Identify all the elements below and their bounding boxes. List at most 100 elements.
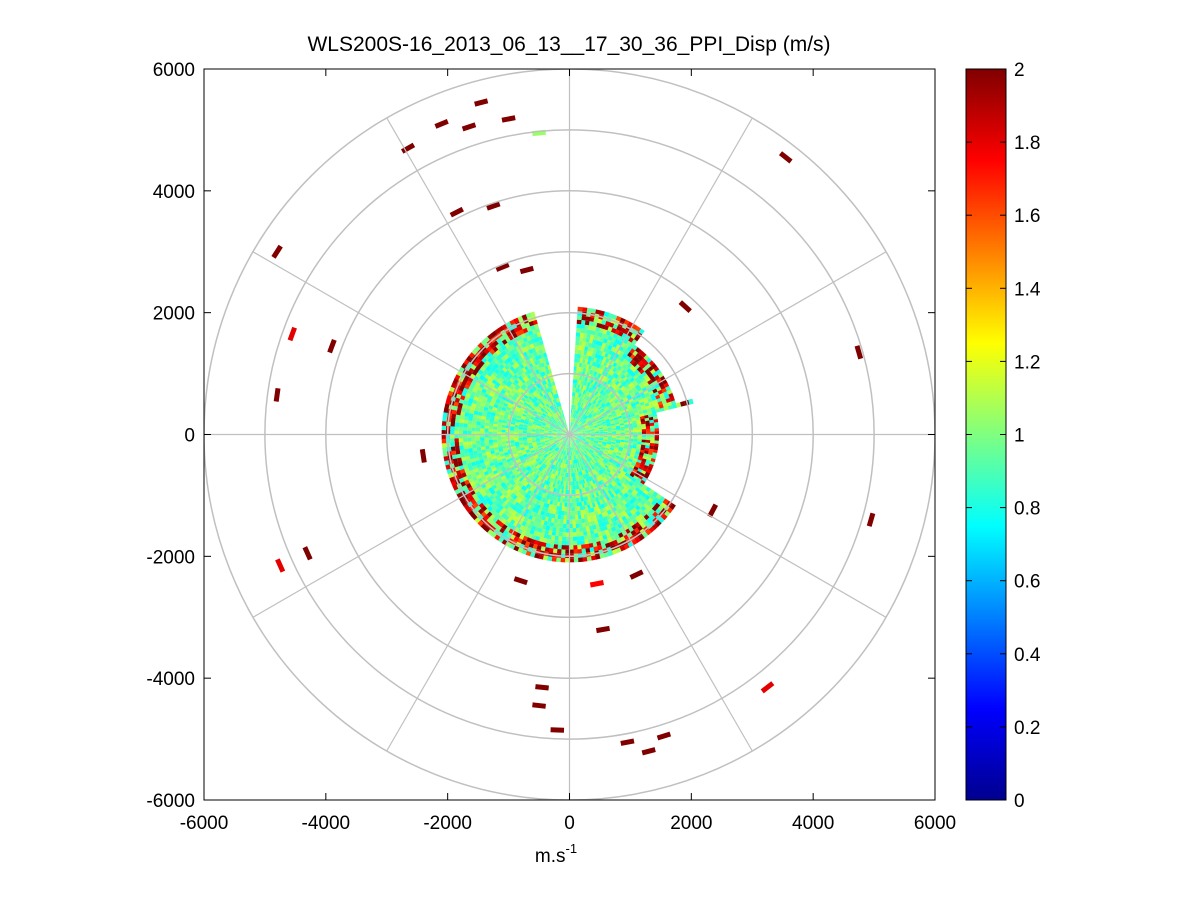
scan-cell [488, 494, 495, 501]
scan-cell [626, 476, 632, 482]
scan-cell [576, 532, 581, 537]
scan-cell [539, 392, 544, 397]
scan-cell [592, 469, 596, 475]
scan-cell [553, 445, 558, 450]
scan-cell [561, 545, 567, 550]
scan-cell [535, 438, 541, 441]
scan-cell [556, 432, 562, 434]
scan-cell [619, 456, 625, 461]
scan-cell [586, 486, 591, 492]
scan-cell [498, 479, 505, 485]
scan-cell [563, 450, 566, 456]
scan-cell [620, 400, 625, 405]
scan-cell [578, 453, 582, 458]
scan-cell [577, 406, 580, 411]
scan-cell [550, 411, 554, 415]
scan-cell [501, 367, 508, 373]
scan-cell [577, 431, 583, 433]
scan-cell [630, 479, 636, 485]
scan-cell [536, 399, 541, 404]
scan-cell [559, 489, 563, 494]
colorbar-tick-label: 1.8 [1014, 133, 1040, 154]
y-tick-label: -4000 [146, 669, 195, 690]
scan-cell [522, 377, 528, 383]
scan-cell [518, 429, 523, 432]
scan-cell [600, 365, 606, 371]
scan-cell [516, 360, 522, 366]
scan-cell [596, 446, 601, 450]
scan-cell [565, 472, 567, 478]
scan-cell [541, 469, 546, 474]
scan-cell [481, 415, 487, 421]
scan-cell [535, 383, 541, 389]
scan-cell [641, 431, 647, 435]
scan-cell [620, 437, 625, 441]
scan-cell [565, 446, 567, 452]
scan-cell [566, 438, 569, 443]
scan-cell [609, 418, 615, 422]
scan-cell [535, 369, 540, 375]
scan-cell [575, 414, 579, 419]
scan-cell [593, 442, 598, 445]
scan-cell [573, 431, 578, 434]
scan-cell [589, 450, 594, 454]
scan-cell [451, 409, 457, 416]
scan-cell [544, 448, 549, 452]
scan-cell [547, 445, 552, 449]
scan-cell [511, 510, 518, 517]
scan-cell [542, 412, 547, 417]
scan-cell [619, 506, 625, 513]
scan-cell [511, 468, 517, 473]
scan-cell [564, 442, 567, 447]
scan-cell [546, 408, 551, 413]
scan-cell [557, 549, 563, 554]
scan-cell [616, 411, 621, 416]
scan-cell [520, 406, 526, 411]
scan-cell [572, 459, 574, 465]
scan-cell [507, 404, 512, 409]
scan-cell [554, 440, 559, 443]
outlier-segment [629, 569, 644, 580]
scan-cell [597, 388, 603, 394]
scan-cell [579, 416, 582, 421]
scan-cell [467, 423, 472, 429]
scan-cell [571, 447, 573, 452]
scan-cell [563, 418, 566, 423]
scan-cell [538, 476, 543, 482]
scan-cell [523, 410, 529, 415]
scan-cell [623, 466, 629, 471]
scan-cell [537, 404, 542, 409]
scan-cell [611, 429, 617, 432]
scan-cell [607, 499, 613, 505]
scan-cell [607, 467, 613, 472]
scan-cell [519, 483, 525, 489]
scan-cell [591, 453, 596, 458]
scan-cell [544, 439, 549, 442]
scan-cell [599, 456, 605, 461]
scan-cell [543, 533, 549, 539]
scan-cell [605, 367, 611, 373]
scan-cell [451, 450, 457, 456]
scan-cell [541, 457, 546, 462]
scan-cell [586, 419, 591, 423]
scan-cell [500, 466, 506, 471]
scan-cell [613, 397, 618, 402]
scan-cell [579, 527, 584, 532]
scan-cell [641, 386, 648, 392]
scan-cell [512, 483, 518, 489]
scan-cell [547, 407, 552, 412]
scan-cell [589, 416, 594, 420]
scan-cell [643, 389, 649, 395]
scan-cell [518, 401, 524, 406]
scan-cell [595, 397, 600, 402]
scan-cell [573, 362, 578, 367]
scan-cell [554, 426, 559, 429]
scan-cell [634, 499, 641, 505]
scan-cell [575, 396, 578, 402]
scan-cell [501, 425, 507, 429]
scan-cell [601, 461, 606, 466]
scan-cell [525, 449, 530, 453]
scan-cell [531, 487, 536, 493]
scan-cell [566, 438, 569, 443]
scan-cell [536, 406, 541, 410]
